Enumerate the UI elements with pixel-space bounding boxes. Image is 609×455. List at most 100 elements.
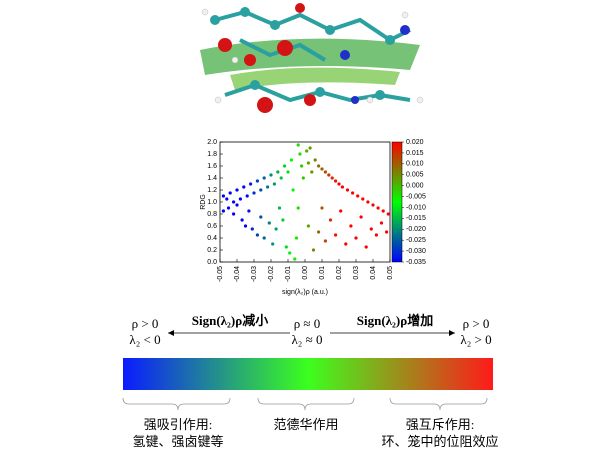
colorbar [391,141,403,263]
scatter-point [250,227,254,231]
scatter-point [259,215,263,219]
x-axis-label: sign(λ₂)ρ (a.u.) [282,289,328,296]
condition: ρ > 0 [463,316,490,331]
scatter-point [349,224,353,228]
scatter-point [235,203,239,207]
scatter-point [247,209,251,213]
group-title: 强吸引作用: [144,417,213,432]
scatter-point [369,227,373,231]
scatter-point [308,146,312,150]
scatter-point [243,224,248,228]
scatter-point [306,224,310,228]
y-tick-label: 1.0 [207,199,217,206]
x-tick-label: 0.04 [370,266,377,280]
scatter-point [242,185,246,189]
x-tick-label: -0.05 [217,266,224,282]
y-tick-label: 0.2 [207,247,217,254]
x-tick-label: -0.04 [234,266,241,282]
colorbar-tick-label: 0.005 [406,172,424,179]
colorbar-tick-label: -0.010 [406,204,426,211]
scatter-point [232,200,236,204]
scatter-point [323,170,327,174]
scatter-point [228,191,232,195]
condition: ρ > 0 [132,316,159,331]
scatter-point [262,176,266,180]
scatter-point [381,209,385,213]
condition: ρ ≈ 0 [294,316,321,331]
colorbar-tick-label: -0.035 [406,259,426,266]
y-tick-label: 1.6 [207,163,217,170]
trend-label: Sign(λ₂)ρ减小 [192,313,268,328]
scatter-point [267,221,271,225]
scatter-point [323,239,327,243]
condition: λ₂ > 0 [460,332,491,347]
scatter-point [279,176,283,180]
x-tick-label: -0.01 [285,266,292,282]
scatter-point [288,251,292,255]
y-tick-label: 1.8 [207,151,217,158]
scatter-point [374,233,378,237]
scatter-point [301,176,305,180]
scatter-point [269,173,273,177]
scatter-point [281,218,285,222]
colorbar-tick-label: -0.015 [406,215,426,222]
scatter-point [379,221,384,225]
group-detail: 氢键、强卤键等 [132,434,223,449]
scatter-point [221,209,225,213]
molecule-image [200,3,424,113]
scatter-point [385,230,389,234]
scatter-point [255,233,259,237]
scatter-point [296,143,300,147]
condition: λ₂ ≈ 0 [292,332,323,347]
y-axis-label: RDG [200,194,207,210]
scatter-point [291,188,295,192]
scatter-point [327,173,331,177]
scatter-point [337,182,341,186]
scale-legend: ρ > 0 λ₂ < 0 Sign(λ₂)ρ减小 ρ ≈ 0 λ₂ ≈ 0 Si… [122,313,499,449]
scatter-point [339,209,343,213]
scatter-point [255,179,259,183]
scatter-point [376,206,380,210]
y-tick-label: 1.4 [207,175,217,182]
scatter-point [235,188,239,192]
scatter-point [313,158,317,162]
scatter-point [286,170,290,174]
scatter-point [320,167,324,171]
y-tick-label: 1.2 [207,187,217,194]
scatter-point [294,236,299,240]
group-title: 范德华作用 [273,417,338,432]
scatter-point [310,170,314,174]
scatter-point [345,188,350,192]
scatter-point [300,164,304,168]
scatter-point [334,179,338,183]
x-tick-label: 0.02 [336,266,343,280]
scatter-point [306,161,310,165]
scatter-point [283,164,287,168]
scatter-point [386,212,390,216]
colorbar-tick-label: -0.030 [406,248,426,255]
scatter-point [296,206,300,210]
gradient-bar [123,358,493,390]
scatter-point [232,212,236,216]
y-tick-label: 0.6 [207,223,217,230]
scatter-point [249,182,253,186]
scatter-point [351,191,355,195]
scatter-point [240,218,244,222]
scatter-point [293,257,297,261]
scatter-point [238,197,242,201]
scatter-point [344,242,348,246]
group-title: 强互斥作用: [406,417,475,432]
scatter-point [334,233,338,237]
arrowhead [168,330,174,336]
scatter-point [259,188,263,192]
scatter-point [276,170,280,174]
scatter-point [266,185,270,189]
colorbar-tick-label: 0.015 [406,150,424,157]
trend-label: Sign(λ₂)ρ增加 [357,313,433,328]
condition: λ₂ < 0 [129,332,160,347]
scatter-point [328,218,333,222]
scatter-point [305,149,309,153]
scatter-point [317,230,321,234]
scatter-point [311,248,316,252]
